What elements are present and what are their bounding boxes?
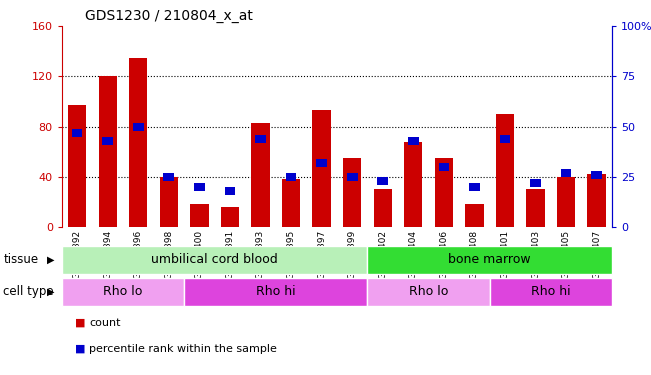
Bar [435, 158, 453, 227]
Bar [557, 177, 575, 227]
Text: percentile rank within the sample: percentile rank within the sample [89, 344, 277, 354]
Bar [367, 278, 490, 306]
Text: ▶: ▶ [47, 286, 55, 297]
Bar [184, 278, 367, 306]
Bar [408, 136, 419, 145]
Bar [225, 187, 235, 195]
Bar [102, 136, 113, 145]
Text: ■: ■ [75, 344, 85, 354]
Bar [62, 246, 367, 274]
Bar [490, 278, 612, 306]
Bar [496, 114, 514, 227]
Bar [343, 158, 361, 227]
Bar [98, 76, 117, 227]
Bar [286, 173, 296, 181]
Bar [251, 123, 270, 227]
Bar [367, 246, 612, 274]
Bar [374, 189, 392, 227]
Bar [129, 58, 147, 227]
Bar [163, 173, 174, 181]
Bar [133, 123, 144, 130]
Bar [312, 110, 331, 227]
Bar [465, 204, 484, 227]
Bar [62, 278, 184, 306]
Bar [68, 105, 87, 227]
Text: cell type: cell type [3, 285, 54, 298]
Bar [221, 207, 239, 227]
Bar [194, 183, 204, 191]
Bar [347, 173, 357, 181]
Text: Rho hi: Rho hi [531, 285, 571, 298]
Bar [255, 135, 266, 142]
Text: tissue: tissue [3, 253, 38, 266]
Text: ▶: ▶ [47, 255, 55, 265]
Bar [561, 169, 572, 177]
Bar [404, 142, 422, 227]
Text: Rho hi: Rho hi [256, 285, 296, 298]
Bar [439, 163, 449, 171]
Bar [316, 159, 327, 166]
Bar [587, 174, 606, 227]
Text: count: count [89, 318, 120, 327]
Text: Rho lo: Rho lo [409, 285, 449, 298]
Text: ■: ■ [75, 318, 85, 327]
Bar [190, 204, 208, 227]
Bar [469, 183, 480, 191]
Bar [530, 179, 541, 187]
Bar [378, 177, 388, 185]
Bar [591, 171, 602, 179]
Bar [499, 135, 510, 142]
Bar [527, 189, 545, 227]
Text: GDS1230 / 210804_x_at: GDS1230 / 210804_x_at [85, 9, 253, 23]
Bar [72, 129, 83, 136]
Bar [282, 179, 300, 227]
Text: bone marrow: bone marrow [449, 253, 531, 266]
Text: Rho lo: Rho lo [104, 285, 143, 298]
Text: umbilical cord blood: umbilical cord blood [151, 253, 278, 266]
Bar [159, 177, 178, 227]
